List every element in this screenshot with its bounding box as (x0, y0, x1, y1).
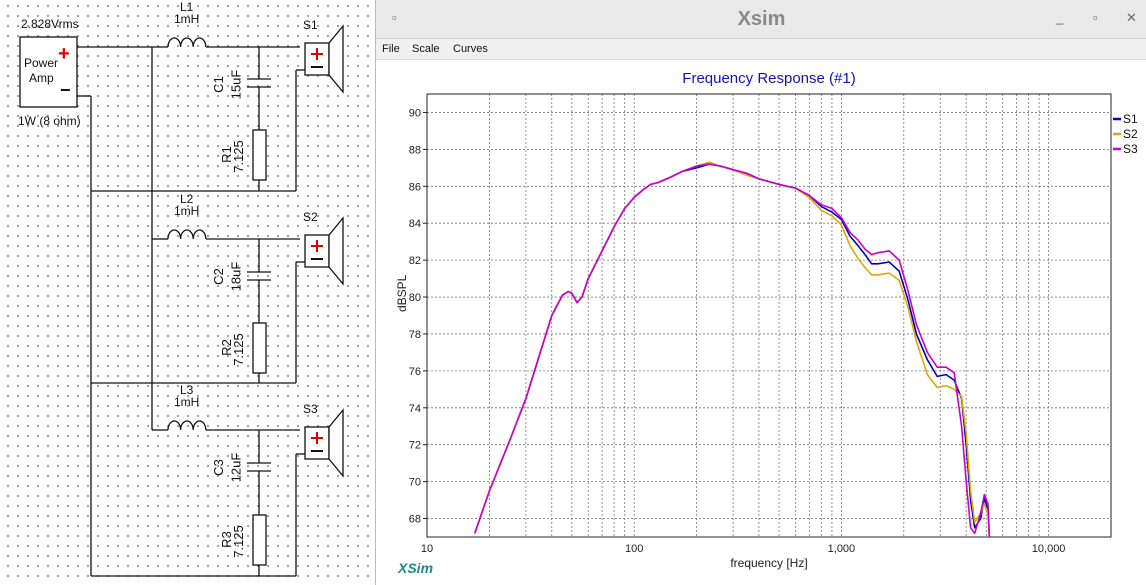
power-amp-label-2: Amp (29, 71, 54, 85)
y-tick-label: 90 (409, 107, 421, 119)
y-tick-label: 82 (409, 255, 421, 267)
x-tick-label: 10,000 (1032, 543, 1066, 555)
y-tick-label: 88 (409, 144, 421, 156)
inductor-name: L3 (180, 383, 194, 397)
capacitor-value: 15uF (228, 69, 244, 100)
capacitor-name: C1 (210, 76, 226, 93)
amp-load-label: 1W (8 ohm) (18, 114, 81, 128)
y-tick-label: 78 (409, 329, 421, 341)
power-amp-label: Power (24, 56, 59, 70)
schematic-wiring (19, 24, 344, 577)
capacitor-name: C2 (210, 268, 226, 285)
source-voltage: 2.828Vrms (21, 17, 79, 31)
speaker-label: S1 (303, 18, 318, 32)
maximize-icon[interactable]: ▫ (1093, 10, 1098, 25)
inductor-value: 1mH (174, 204, 200, 218)
x-tick-label: 10 (421, 543, 433, 555)
y-tick-label: 80 (409, 292, 421, 304)
y-tick-label: 76 (409, 366, 421, 378)
minimize-icon[interactable]: _ (1056, 10, 1064, 25)
menu-bar: File Scale Curves (376, 39, 1146, 60)
resistor-value: 7.125 (230, 140, 246, 173)
frequency-response-chart[interactable]: 68 70 72 74 76 78 80 82 84 86 88 90 10 100 1,000 10,000… (376, 60, 1146, 585)
speaker-label: S2 (303, 210, 318, 224)
legend-label: S1 (1123, 112, 1138, 126)
schematic-canvas[interactable]: 2.828Vrms Power Amp + − 1W (8 ohm) L1 1m… (0, 0, 375, 585)
x-tick-label: 100 (625, 543, 643, 555)
window-title: Xsim (737, 8, 786, 30)
series-line-s3 (474, 163, 991, 537)
close-icon[interactable]: ✕ (1126, 10, 1137, 25)
chart-title: Frequency Response (#1) (682, 70, 855, 87)
inductor-value: 1mH (174, 12, 200, 26)
x-tick-label: 1,000 (828, 543, 856, 555)
x-axis-label: frequency [Hz] (730, 556, 807, 570)
capacitor-value: 12uF (228, 452, 244, 483)
y-tick-label: 84 (409, 218, 421, 230)
xsim-window: ▫ Xsim _ ▫ ✕ File Scale Curves 68 70 72 74 7… (375, 0, 1146, 585)
amp-minus-terminal: − (60, 80, 71, 100)
y-tick-label: 70 (409, 477, 421, 489)
capacitor-name: C3 (210, 459, 226, 476)
resistor-value: 7.125 (230, 333, 246, 366)
resistor-value: 7.125 (230, 525, 246, 558)
xsim-logo: XSim (398, 560, 434, 576)
inductor-name: L1 (180, 0, 194, 14)
speaker-label: S3 (303, 402, 318, 416)
menu-file[interactable]: File (382, 43, 400, 55)
y-tick-label: 68 (409, 514, 421, 526)
capacitor-value: 18uF (228, 261, 244, 292)
y-tick-label: 72 (409, 440, 421, 452)
legend-label: S3 (1123, 142, 1138, 156)
y-tick-label: 86 (409, 181, 421, 193)
menu-scale[interactable]: Scale (412, 43, 440, 55)
inductor-value: 1mH (174, 395, 200, 409)
y-axis-label: dBSPL (395, 274, 409, 312)
menu-curves[interactable]: Curves (453, 43, 488, 55)
window-menu-icon[interactable]: ▫ (392, 10, 397, 25)
legend-label: S2 (1123, 127, 1138, 141)
inductor-name: L2 (180, 192, 194, 206)
y-tick-label: 74 (409, 403, 421, 415)
title-bar[interactable]: ▫ Xsim _ ▫ ✕ (376, 0, 1146, 39)
plot-frame (426, 93, 1112, 538)
amp-plus-terminal: + (58, 43, 70, 65)
